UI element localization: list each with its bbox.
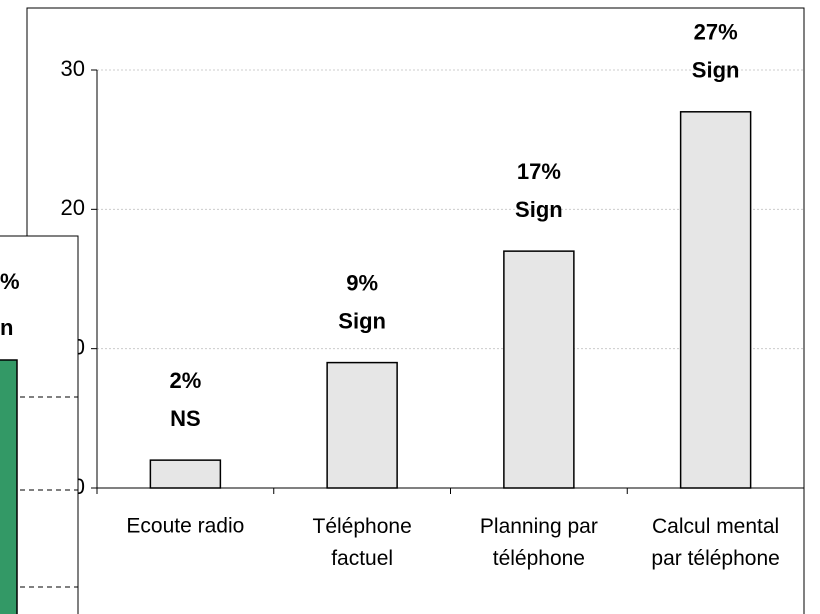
value-label: 27% (694, 20, 738, 45)
x-tick-label: Planning par téléphone (480, 515, 598, 570)
x-tick-label: Ecoute radio (126, 515, 244, 538)
value-label: 2% (169, 368, 201, 393)
annotation: NS (170, 406, 201, 431)
overlay-label: n (0, 315, 13, 340)
bar (326, 361, 398, 489)
bar (149, 459, 222, 489)
x-tick-label: Calcul mental par téléphone (651, 515, 779, 570)
chart-frame (26, 7, 805, 614)
overlay-label: % (0, 269, 20, 294)
overlay-bar (0, 359, 18, 614)
y-tick-label: 30 (61, 56, 85, 81)
value-label: 9% (346, 270, 378, 295)
y-tick-label: 20 (61, 195, 85, 220)
annotation: Sign (338, 308, 386, 333)
bar (679, 111, 752, 489)
x-tick-label: Téléphone factuel (313, 515, 412, 570)
value-label: 17% (517, 159, 561, 184)
annotation: Sign (692, 58, 740, 83)
annotation: Sign (515, 197, 563, 222)
bar (503, 250, 575, 489)
